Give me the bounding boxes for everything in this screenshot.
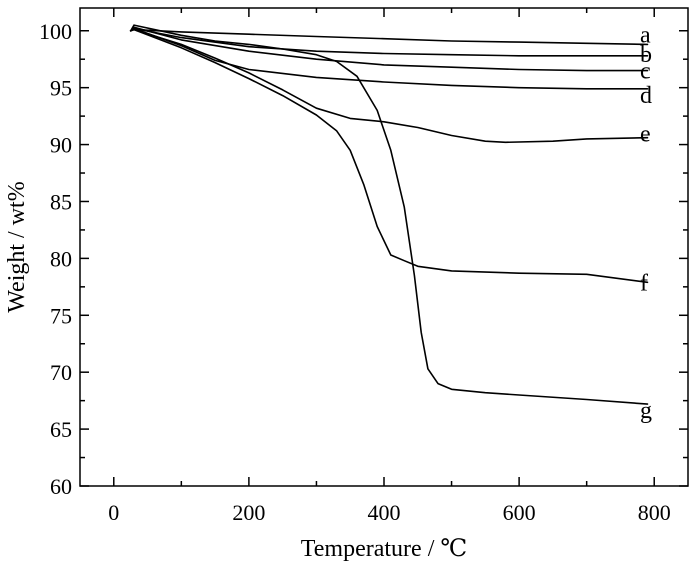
series-line-f (129, 28, 649, 284)
series-label-f: f (640, 270, 648, 296)
y-tick-label: 90 (50, 133, 72, 158)
y-tick-label: 70 (50, 360, 72, 385)
series-label-a: a (640, 22, 651, 48)
y-tick-label: 85 (50, 189, 72, 214)
series-label-d: d (640, 83, 652, 109)
x-axis-title: Temperature / ℃ (301, 536, 467, 562)
y-tick-label: 75 (50, 303, 72, 328)
x-tick-label: 400 (368, 500, 401, 525)
series-line-e (129, 28, 649, 144)
x-tick-label: 800 (638, 500, 671, 525)
series-line-g (129, 24, 649, 405)
series-line-c (129, 26, 649, 72)
plot-frame (79, 7, 689, 487)
series-line-d (129, 27, 649, 90)
x-axis: 0 200 400 600 800 (108, 8, 671, 525)
series-label-c: c (640, 59, 651, 85)
x-tick-label: 200 (232, 500, 265, 525)
y-tick-label: 65 (50, 417, 72, 442)
plot-border (79, 7, 689, 487)
y-tick-label: 60 (50, 474, 72, 499)
series-line-a (129, 28, 649, 46)
y-tick-label: 80 (50, 246, 72, 271)
y-axis-title: Weight / wt% (4, 181, 30, 312)
y-tick-label: 95 (50, 76, 72, 101)
series-label-g: g (640, 398, 652, 424)
series-label-b: b (640, 42, 652, 68)
x-tick-label: 600 (503, 500, 536, 525)
y-tick-label: 100 (39, 19, 72, 44)
series-label-e: e (640, 122, 651, 148)
x-tick-label: 0 (108, 500, 119, 525)
y-axis: 60 65 70 75 80 85 90 95 100 (39, 19, 688, 499)
